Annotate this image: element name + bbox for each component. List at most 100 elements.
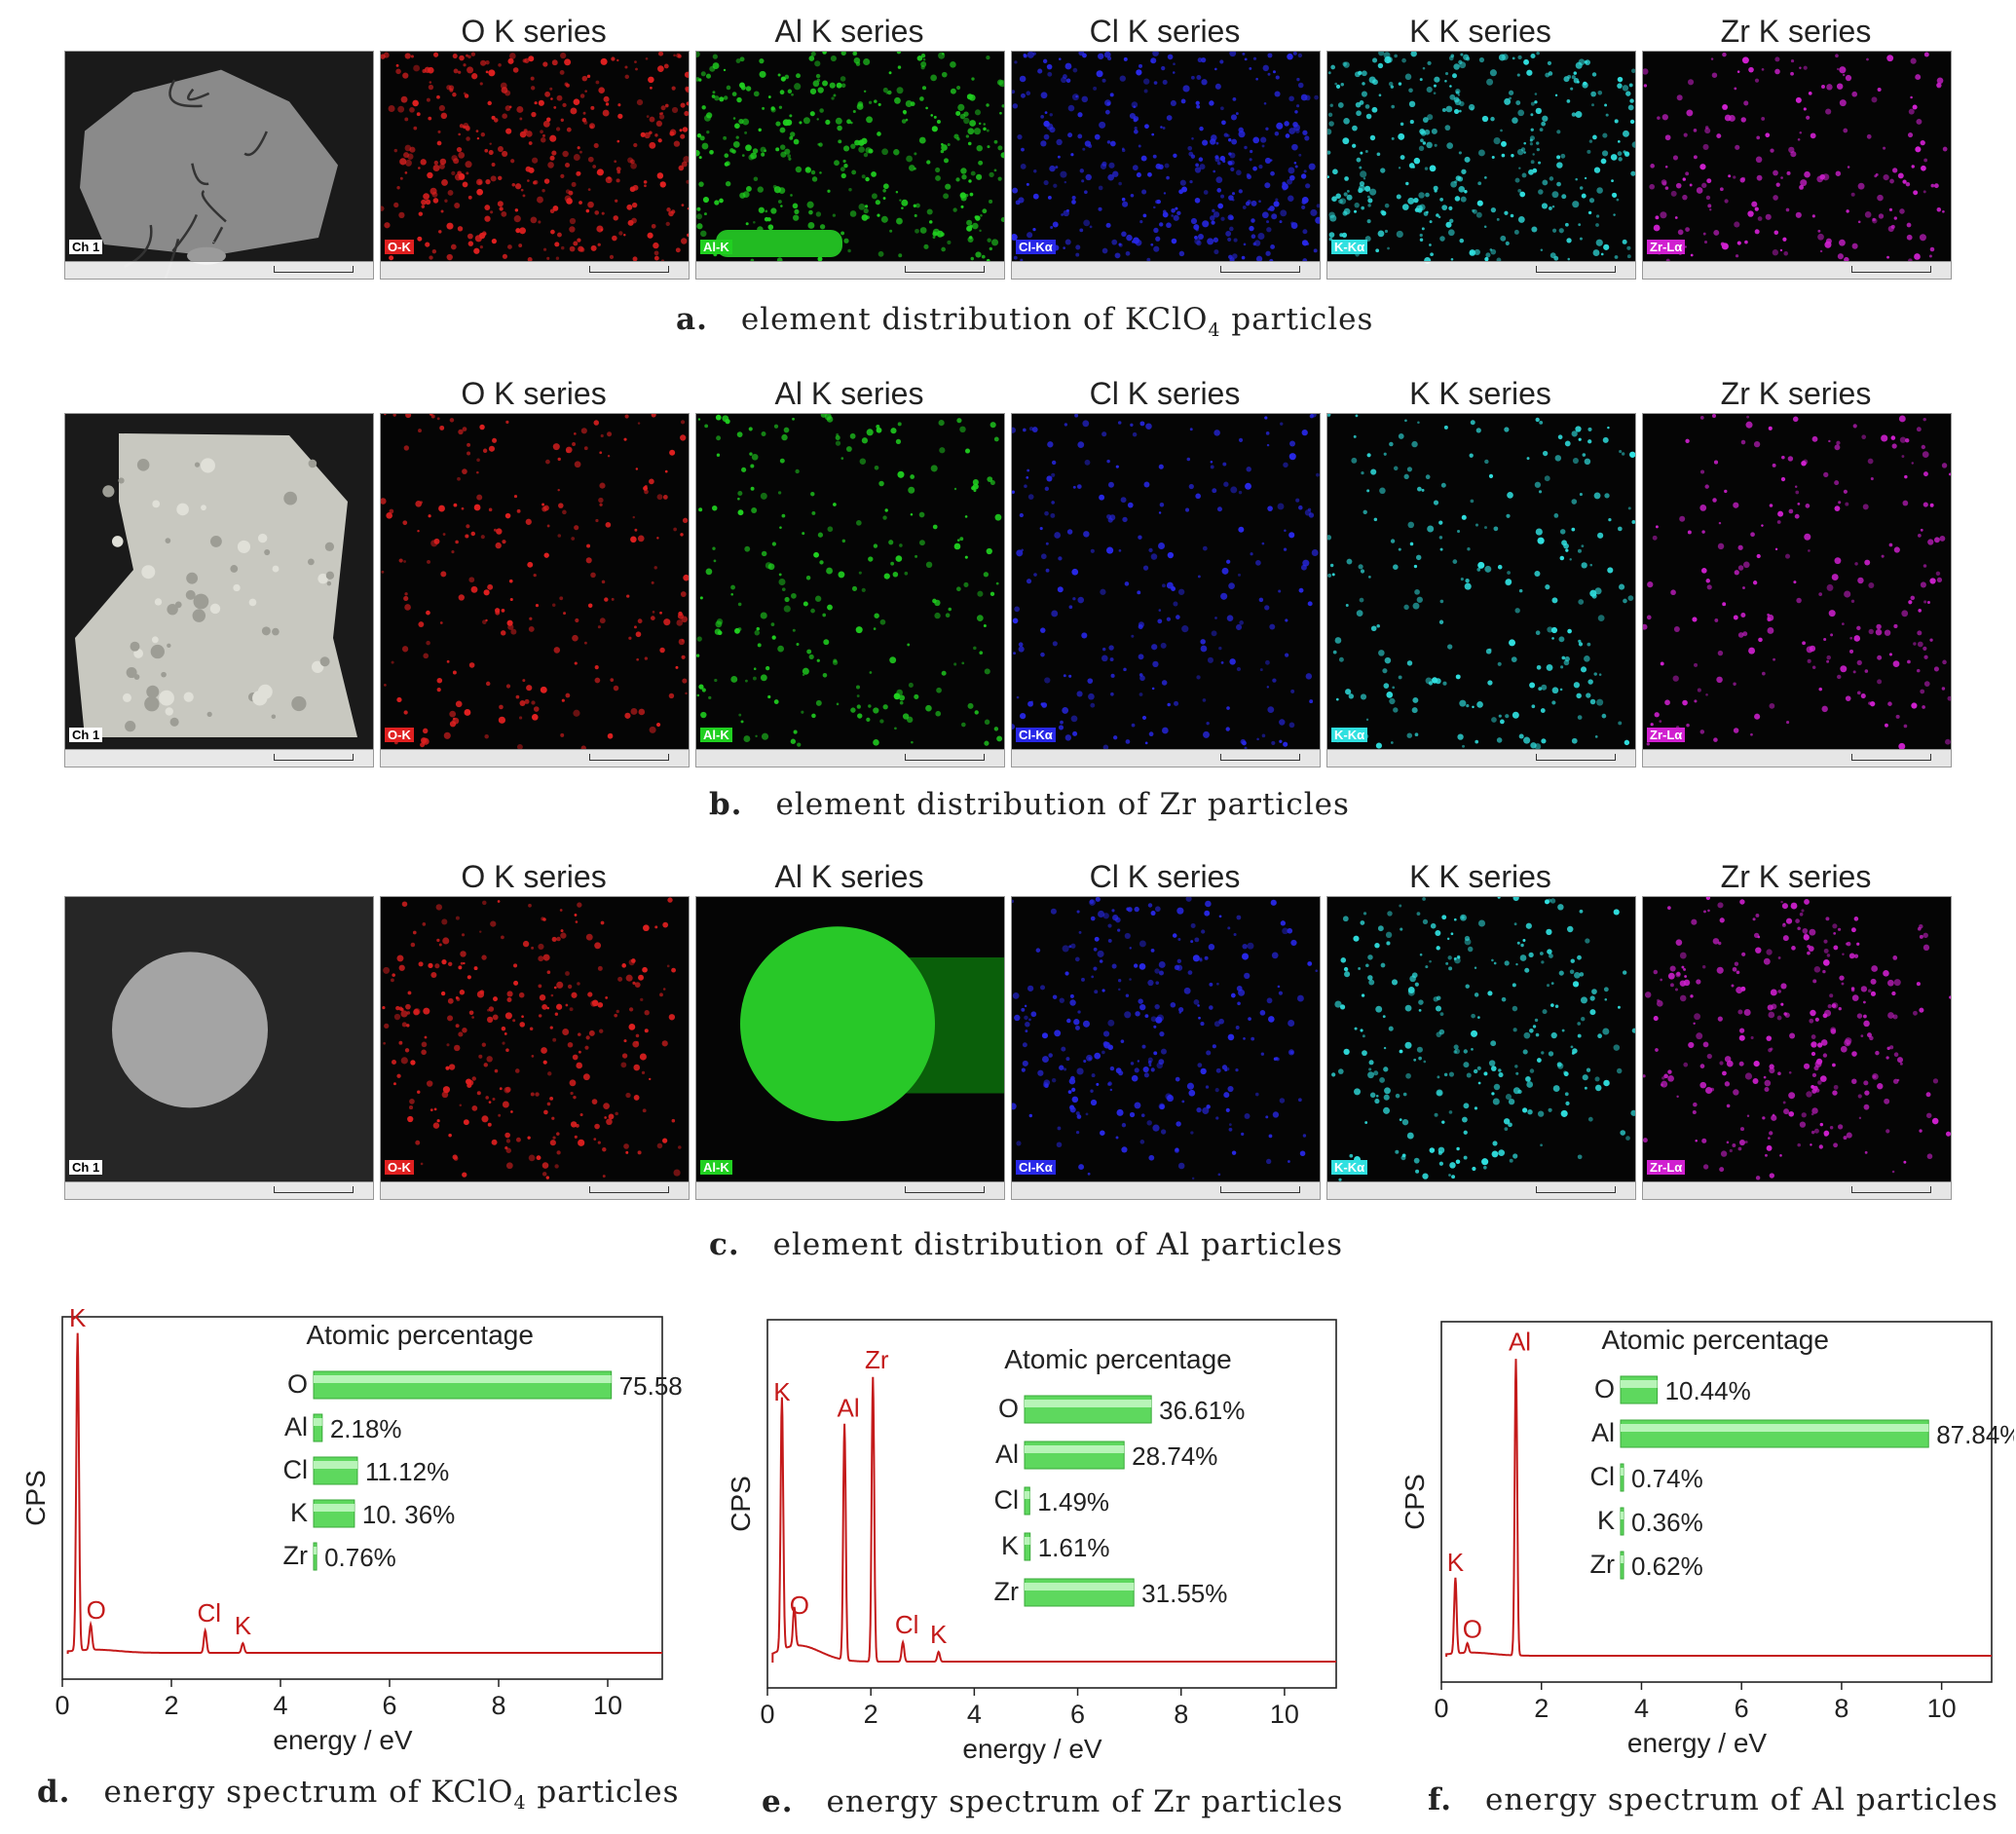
inset-element-label: O (287, 1369, 308, 1399)
inset-bar-highlight (1025, 1491, 1030, 1499)
tile-label-sem-image: Ch 1 (69, 1160, 103, 1175)
inset-element-label: K (290, 1498, 308, 1527)
al-map-graphic (696, 414, 1003, 747)
spectrum-f-svg: K O Al 0 2 4 6 8 10 energy / eV CPS Atomic percenta… (1400, 1321, 2016, 1758)
tile-cl-map: Cl-Kα (1011, 896, 1321, 1200)
tile-info-bar (65, 261, 373, 279)
tile-sem-image: Ch 1 (64, 413, 374, 767)
inset-element-label: Zr (283, 1541, 308, 1570)
inset-value-label: 36.61% (1159, 1396, 1245, 1425)
col-title-k: K K series (1409, 376, 1551, 411)
o-map-graphic (382, 897, 682, 1179)
inset-element-label: Cl (1590, 1462, 1616, 1491)
tile-label-cl-map: Cl-Kα (1016, 1160, 1056, 1175)
inset-element-label: Al (284, 1412, 308, 1441)
cl-map-graphic (1012, 52, 1320, 264)
col-title-al: Al K series (774, 14, 924, 49)
x-axis-label: energy / eV (1627, 1728, 1768, 1758)
inset-element-label: K (1597, 1506, 1615, 1535)
inset-bar (313, 1413, 323, 1442)
caption-e-text: energy spectrum of Zr particles (826, 1784, 1344, 1819)
panel-a: O K series Al K series Cl K series K K s… (64, 12, 1973, 304)
x-tick-label: 4 (967, 1700, 982, 1729)
caption-a-text: element distribution of KClO (740, 302, 1209, 337)
spectrum-trace (66, 1332, 662, 1654)
caption-b: b. element distribution of Zr particles (709, 787, 1350, 822)
scale-bar (1536, 1186, 1616, 1193)
inset-bar-highlight (1621, 1555, 1624, 1563)
inset-bar-highlight (1621, 1424, 1929, 1432)
plot-frame (1440, 1321, 1993, 1683)
peak-label: O (87, 1595, 106, 1625)
col-title-k: K K series (1409, 859, 1551, 894)
inset-element-label: K (1001, 1531, 1019, 1560)
tile-info-bar (696, 261, 1004, 279)
inset-element-label: Cl (994, 1485, 1020, 1515)
tile-k-map: K-Kα (1326, 51, 1636, 280)
inset-bar-highlight (314, 1418, 322, 1426)
inset-value-label: 11.12% (365, 1457, 449, 1486)
tile-label-o-map: O-K (385, 1160, 414, 1175)
tile-info-bar (381, 1181, 689, 1199)
peak-label: K (1447, 1548, 1465, 1577)
tile-o-map: O-K (380, 896, 690, 1200)
peak-label: Cl (895, 1610, 919, 1639)
col-title-zr: Zr K series (1720, 376, 1872, 411)
inset-element-label: Al (995, 1440, 1019, 1469)
x-tick-label: 6 (1735, 1694, 1749, 1723)
x-tick-label: 8 (1174, 1700, 1188, 1729)
caption-d-text: energy spectrum of KClO (103, 1775, 514, 1810)
inset-bar (1620, 1463, 1624, 1492)
peak-label: O (790, 1591, 809, 1620)
inset-element-label: O (998, 1394, 1019, 1423)
inset-value-label: 0.62% (1631, 1552, 1703, 1581)
scale-bar (274, 266, 354, 273)
scale-bar (905, 754, 985, 761)
inset-bar (1620, 1551, 1624, 1580)
caption-c-label: c. (709, 1227, 740, 1262)
scale-bar (1220, 1186, 1300, 1193)
zr-map-graphic (1643, 52, 1948, 263)
x-tick-label: 8 (1834, 1694, 1848, 1723)
al-map-graphic (696, 52, 1004, 263)
inset-element-label: Zr (994, 1577, 1019, 1606)
inset-bar-highlight (1025, 1583, 1135, 1591)
peak-label: Zr (865, 1345, 889, 1374)
tile-label-o-map: O-K (385, 728, 414, 742)
k-map-graphic (1331, 897, 1635, 1181)
inset-value-label: 31.55% (1141, 1579, 1227, 1608)
caption-f-label: f. (1428, 1782, 1453, 1817)
caption-d-label: d. (37, 1775, 71, 1810)
tile-al-map: Al-K (695, 896, 1005, 1200)
tile-label-k-map: K-Kα (1331, 1160, 1368, 1175)
tile-k-map: K-Kα (1326, 413, 1636, 767)
tile-label-k-map: K-Kα (1331, 240, 1368, 254)
inset-value-label: 87.84% (1936, 1420, 2014, 1449)
panel-c: O K series Al K series Cl K series K K s… (64, 857, 1973, 1208)
tile-info-bar (65, 749, 373, 767)
scale-bar (1220, 754, 1300, 761)
scale-bar (1851, 266, 1931, 273)
col-title-al: Al K series (774, 376, 924, 411)
tile-info-bar (1643, 749, 1951, 767)
cl-map-graphic (1012, 414, 1320, 751)
caption-b-label: b. (709, 787, 743, 822)
scale-bar (1220, 266, 1300, 273)
col-title-zr: Zr K series (1720, 14, 1872, 49)
inset-value-label: 1.61% (1038, 1533, 1110, 1562)
tile-zr-map: Zr-Lα (1642, 413, 1952, 767)
tile-al-map: Al-K (695, 51, 1005, 280)
tile-label-al-map: Al-K (700, 1160, 732, 1175)
tile-label-sem-image: Ch 1 (69, 728, 103, 742)
inset-bar-highlight (1025, 1445, 1125, 1453)
sem-image-graphic (80, 69, 338, 279)
tile-label-zr-map: Zr-Lα (1647, 240, 1686, 254)
o-map-graphic (381, 52, 689, 263)
spectrum-d-svg: K O Cl K 0 2 4 6 8 10 energy / eV CPS Atomic percent… (20, 1303, 705, 1755)
x-tick-label: 4 (1634, 1694, 1649, 1723)
x-tick-label: 2 (164, 1691, 178, 1720)
caption-f-text: energy spectrum of Al particles (1485, 1782, 1998, 1817)
inset-element-label: Al (1591, 1418, 1615, 1447)
tile-label-sem-image: Ch 1 (69, 240, 103, 254)
col-title-o: O K series (461, 859, 607, 894)
